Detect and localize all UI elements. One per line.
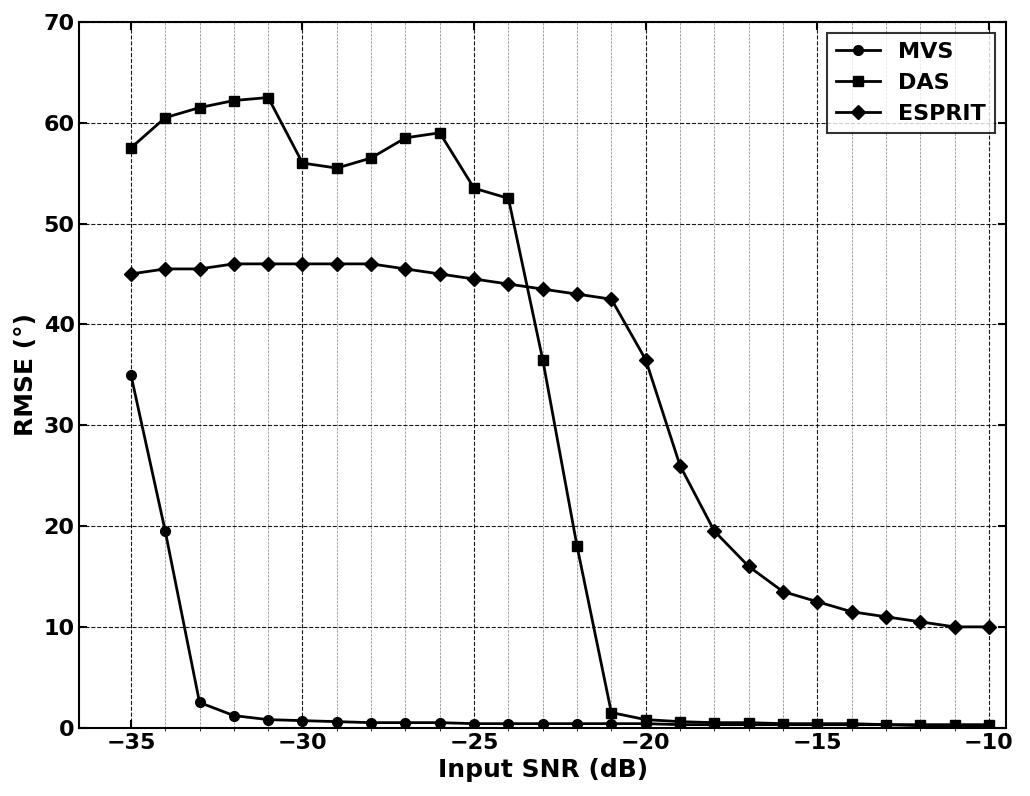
ESPRIT (434, 269, 446, 279)
MVS (743, 720, 755, 729)
MVS (365, 718, 377, 728)
ESPRIT (228, 259, 240, 269)
X-axis label: Input SNR (dB): Input SNR (dB) (438, 758, 648, 782)
ESPRIT (811, 597, 823, 607)
ESPRIT (262, 259, 274, 269)
DAS (365, 154, 377, 163)
Line: DAS: DAS (126, 92, 994, 729)
DAS (846, 719, 858, 728)
ESPRIT (125, 269, 137, 279)
DAS (228, 96, 240, 105)
MVS (159, 526, 171, 536)
ESPRIT (297, 259, 309, 269)
DAS (400, 133, 412, 142)
DAS (811, 719, 823, 728)
MVS (777, 720, 789, 729)
MVS (331, 717, 343, 727)
DAS (537, 355, 549, 365)
DAS (503, 193, 515, 203)
MVS (262, 715, 274, 724)
DAS (640, 715, 652, 724)
DAS (777, 719, 789, 728)
Line: ESPRIT: ESPRIT (126, 259, 994, 632)
MVS (434, 718, 446, 728)
DAS (434, 128, 446, 138)
ESPRIT (709, 526, 721, 536)
ESPRIT (880, 612, 892, 622)
ESPRIT (777, 587, 789, 596)
MVS (914, 721, 926, 731)
ESPRIT (331, 259, 343, 269)
MVS (503, 719, 515, 728)
DAS (297, 158, 309, 168)
MVS (983, 721, 995, 731)
MVS (228, 711, 240, 720)
ESPRIT (743, 562, 755, 572)
MVS (640, 719, 652, 728)
MVS (674, 720, 686, 729)
ESPRIT (571, 290, 583, 299)
DAS (709, 718, 721, 728)
MVS (811, 720, 823, 729)
DAS (743, 718, 755, 728)
MVS (194, 698, 206, 708)
ESPRIT (983, 622, 995, 632)
DAS (914, 720, 926, 729)
MVS (400, 718, 412, 728)
DAS (159, 113, 171, 123)
ESPRIT (537, 284, 549, 294)
ESPRIT (468, 275, 480, 284)
DAS (571, 541, 583, 551)
ESPRIT (159, 264, 171, 274)
ESPRIT (640, 355, 652, 365)
DAS (194, 103, 206, 112)
ESPRIT (674, 461, 686, 470)
DAS (880, 720, 892, 729)
MVS (880, 720, 892, 729)
Legend: MVS, DAS, ESPRIT: MVS, DAS, ESPRIT (827, 33, 995, 133)
MVS (468, 719, 480, 728)
ESPRIT (365, 259, 377, 269)
MVS (846, 720, 858, 729)
DAS (606, 708, 618, 717)
MVS (571, 719, 583, 728)
MVS (709, 720, 721, 729)
MVS (125, 370, 137, 380)
Y-axis label: RMSE (°): RMSE (°) (13, 314, 38, 436)
DAS (468, 184, 480, 193)
DAS (983, 720, 995, 729)
DAS (262, 93, 274, 103)
MVS (606, 719, 618, 728)
MVS (537, 719, 549, 728)
ESPRIT (914, 617, 926, 626)
DAS (949, 720, 961, 729)
ESPRIT (400, 264, 412, 274)
DAS (674, 717, 686, 727)
ESPRIT (503, 279, 515, 289)
MVS (949, 721, 961, 731)
Line: MVS: MVS (126, 370, 994, 731)
DAS (125, 143, 137, 153)
ESPRIT (846, 607, 858, 617)
ESPRIT (606, 295, 618, 304)
DAS (331, 163, 343, 173)
MVS (297, 716, 309, 725)
ESPRIT (194, 264, 206, 274)
ESPRIT (949, 622, 961, 632)
